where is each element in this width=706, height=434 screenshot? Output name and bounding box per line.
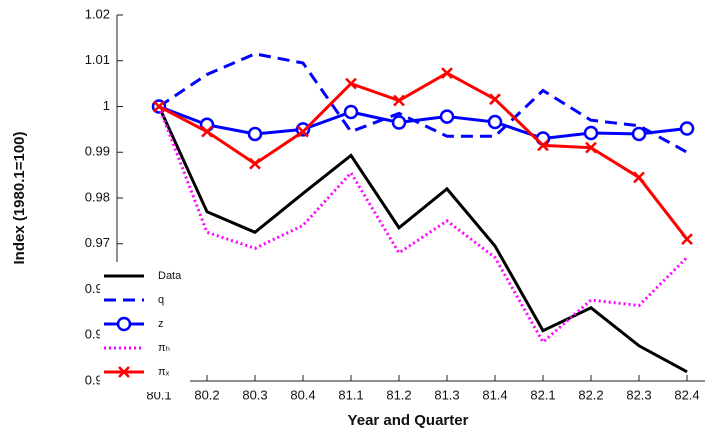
y-tick-label: 1 <box>103 98 110 113</box>
legend-box <box>100 262 190 392</box>
data-marker <box>441 67 453 79</box>
legend-label: πₕ <box>158 342 170 354</box>
y-tick-label: 1.02 <box>85 6 110 21</box>
data-marker <box>585 141 597 154</box>
data-marker <box>201 125 213 138</box>
x-tick-label: 82.3 <box>626 387 651 402</box>
series-line <box>157 105 688 374</box>
x-tick-label: 81.2 <box>386 387 411 402</box>
data-marker <box>537 139 549 152</box>
data-marker <box>249 157 261 170</box>
data-marker <box>487 114 503 130</box>
y-axis-title: Index (1980.1=100) <box>11 131 28 264</box>
data-marker <box>439 109 455 124</box>
x-tick-label: 81.1 <box>338 387 363 402</box>
x-tick-label: 80.4 <box>290 387 315 402</box>
data-marker <box>583 125 599 141</box>
series-line <box>157 105 689 345</box>
x-tick-label: 82.2 <box>578 387 603 402</box>
data-marker <box>345 77 357 90</box>
legend-marker <box>116 316 132 332</box>
legend-marker <box>118 366 130 378</box>
legend-label: q <box>158 294 164 306</box>
series-line <box>158 52 688 154</box>
y-tick-label: 0.97 <box>85 235 110 250</box>
series-line <box>158 105 688 141</box>
data-marker <box>679 121 695 136</box>
data-marker <box>393 94 405 107</box>
data-marker <box>633 171 645 184</box>
y-tick-label: 1.01 <box>85 52 110 67</box>
y-tick-label: 0.99 <box>85 144 110 159</box>
legend: Data qz πₕ πₓ <box>100 262 190 392</box>
x-tick-label: 82.1 <box>530 387 555 402</box>
data-marker <box>391 115 407 130</box>
data-marker <box>681 233 693 246</box>
x-tick-label: 80.3 <box>242 387 267 402</box>
legend-label: Data <box>158 270 182 282</box>
data-marker <box>247 126 263 142</box>
legend-label: πₓ <box>158 366 170 378</box>
data-marker <box>489 93 501 106</box>
legend-label: z <box>158 318 164 330</box>
x-axis-title: Year and Quarter <box>348 412 469 429</box>
data-marker <box>343 104 359 120</box>
data-marker <box>153 100 165 113</box>
x-tick-label: 81.4 <box>482 387 507 402</box>
data-marker <box>631 126 647 142</box>
series-line <box>158 71 689 241</box>
x-tick-label: 82.4 <box>674 387 699 402</box>
x-tick-label: 80.2 <box>194 387 219 402</box>
y-tick-label: 0.98 <box>85 189 110 204</box>
x-tick-label: 81.3 <box>434 387 459 402</box>
data-marker <box>297 125 309 138</box>
